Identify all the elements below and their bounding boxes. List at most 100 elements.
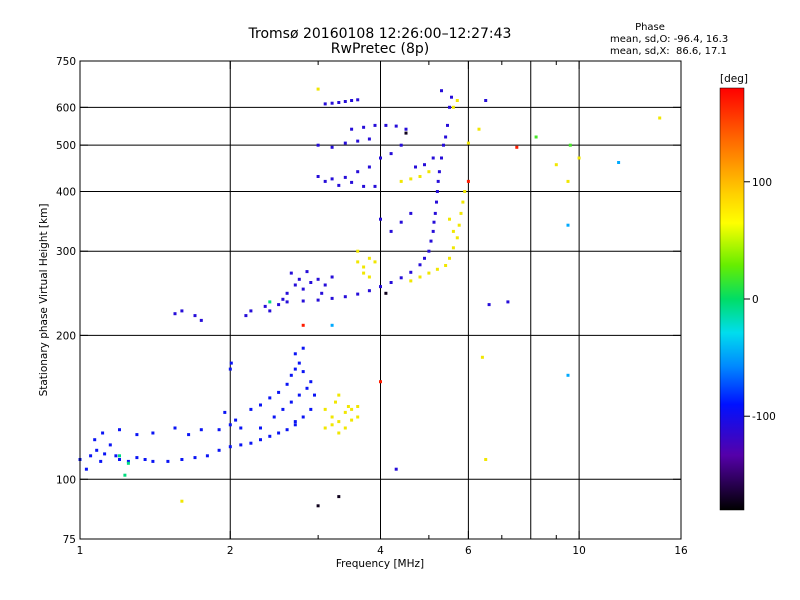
data-point — [418, 175, 422, 178]
data-point — [123, 473, 127, 477]
data-point — [223, 410, 227, 414]
data-point — [228, 423, 232, 427]
data-point — [166, 459, 170, 463]
data-point — [367, 256, 371, 260]
data-point — [293, 283, 297, 287]
data-point — [566, 373, 570, 377]
y-tick-label: 200 — [56, 330, 76, 342]
data-point — [356, 415, 360, 419]
data-point — [259, 426, 262, 430]
colorbar — [719, 87, 745, 511]
data-point — [229, 361, 233, 365]
data-point — [289, 400, 293, 404]
data-point — [330, 177, 334, 181]
data-point — [323, 283, 327, 287]
data-point — [268, 309, 272, 313]
data-point — [515, 145, 519, 149]
chart-title-line2: RwPretec (8p) — [330, 41, 430, 57]
data-point — [356, 139, 360, 143]
data-point — [180, 499, 184, 503]
data-point — [337, 431, 341, 435]
data-point — [320, 291, 324, 295]
data-point — [362, 184, 366, 188]
data-point — [431, 156, 435, 160]
data-point — [305, 386, 309, 390]
data-point — [281, 297, 285, 301]
data-point — [534, 135, 538, 139]
chart-title-line1: Tromsø 20160108 12:26:00–12:27:43 — [248, 26, 512, 42]
data-point — [268, 434, 272, 438]
data-point — [316, 87, 320, 91]
data-point — [330, 275, 334, 279]
data-point — [367, 165, 371, 169]
data-point — [350, 407, 354, 411]
data-point — [394, 467, 398, 471]
data-point — [301, 299, 305, 303]
data-point — [350, 127, 354, 131]
data-point — [448, 256, 451, 260]
data-point — [451, 246, 455, 250]
data-point — [228, 445, 232, 449]
x-tick-label: 10 — [572, 545, 585, 557]
data-point — [343, 141, 347, 145]
colorbar-label: [deg] — [720, 73, 748, 85]
y-tick-label: 400 — [56, 186, 76, 198]
y-tick-label: 750 — [56, 56, 76, 68]
data-point — [427, 271, 431, 275]
data-point — [389, 281, 393, 284]
data-point — [466, 141, 470, 145]
data-point — [93, 438, 97, 442]
data-point — [484, 458, 488, 461]
y-axis-label: Stationary phase Virtual Height [km] — [38, 204, 50, 397]
data-point — [477, 127, 481, 131]
data-point — [423, 163, 426, 167]
data-point — [316, 175, 320, 178]
data-point — [554, 163, 558, 167]
data-point — [289, 373, 293, 377]
data-point — [285, 428, 289, 432]
data-point — [330, 145, 334, 149]
y-tick-label: 600 — [56, 102, 76, 114]
data-point — [431, 229, 435, 233]
data-point — [384, 291, 388, 295]
data-point — [228, 367, 232, 371]
y-tick-label: 75 — [63, 534, 76, 546]
data-point — [423, 256, 426, 260]
data-point — [346, 405, 350, 408]
data-point — [297, 361, 301, 365]
data-point — [658, 116, 662, 120]
data-point — [433, 211, 437, 215]
data-point — [316, 298, 320, 302]
data-point — [389, 229, 393, 233]
data-point — [285, 300, 289, 304]
data-point — [330, 415, 334, 419]
data-point — [217, 428, 221, 432]
data-point — [455, 236, 459, 240]
data-point — [448, 105, 451, 109]
x-tick-label: 2 — [227, 545, 234, 557]
data-point — [301, 370, 305, 374]
data-point — [249, 407, 253, 411]
y-tick-label: 300 — [56, 246, 76, 258]
data-point — [409, 270, 413, 274]
data-point — [418, 275, 422, 279]
data-point — [173, 312, 177, 316]
colorbar-tick-label: 100 — [752, 177, 772, 189]
data-point — [99, 459, 103, 463]
data-point — [444, 264, 448, 267]
data-point — [101, 431, 105, 435]
data-point — [356, 98, 360, 102]
data-point — [450, 95, 453, 99]
data-point — [180, 309, 184, 313]
data-point — [459, 211, 463, 215]
data-point — [289, 271, 293, 275]
data-point — [427, 249, 431, 253]
data-point — [84, 467, 88, 471]
data-point — [135, 433, 139, 437]
y-tick-label: 100 — [56, 474, 76, 486]
data-point — [330, 296, 334, 300]
data-point — [293, 367, 297, 371]
data-point — [108, 443, 112, 447]
data-point — [199, 428, 203, 432]
